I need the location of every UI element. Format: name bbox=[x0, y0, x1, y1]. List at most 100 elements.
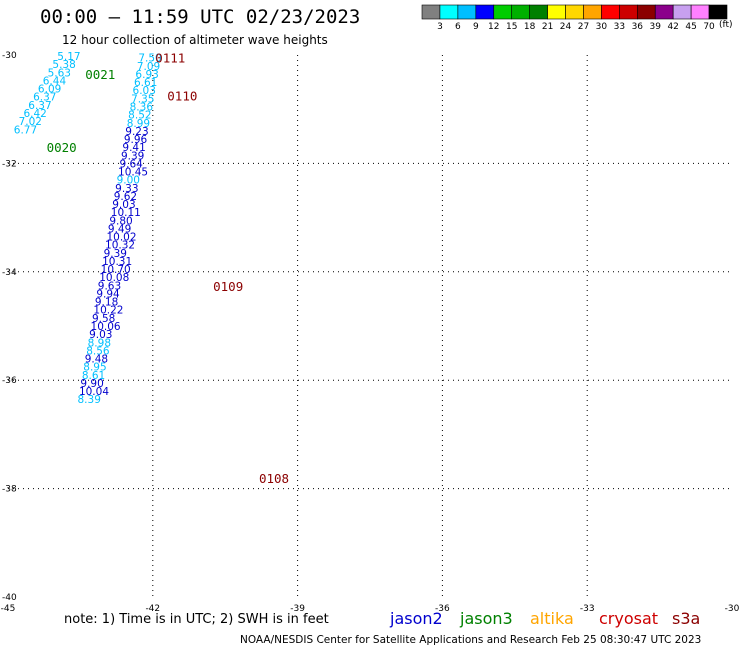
colorbar-swatch bbox=[619, 4, 638, 20]
colorbar-swatch bbox=[493, 4, 513, 20]
colorbar-swatch bbox=[583, 4, 602, 20]
swh-label: 6.03 bbox=[133, 85, 156, 97]
colorbar-label: 18 bbox=[524, 22, 536, 32]
swh-label: 5.63 bbox=[48, 67, 71, 79]
colorbar-swatch bbox=[457, 4, 477, 20]
swh-label: 7.50 bbox=[138, 53, 161, 65]
swh-label: 6.61 bbox=[134, 77, 157, 89]
swh-label: 8.99 bbox=[127, 118, 150, 130]
page-subtitle: 12 hour collection of altimeter wave hei… bbox=[62, 33, 328, 47]
colorbar-swatch bbox=[475, 4, 495, 20]
swh-label: 9.33 bbox=[115, 183, 138, 195]
swh-label: 9.63 bbox=[98, 280, 121, 292]
swh-label: 10.31 bbox=[102, 256, 132, 268]
swh-label: 6.77 bbox=[14, 124, 37, 136]
swh-label: 9.49 bbox=[108, 223, 131, 235]
swh-label: 6.42 bbox=[23, 108, 46, 120]
x-tick-label: -39 bbox=[290, 604, 305, 614]
swh-label: 9.90 bbox=[80, 378, 103, 390]
legend-s3a: s3a bbox=[672, 609, 701, 628]
colorbar-swatch bbox=[636, 4, 656, 20]
colorbar-label: 24 bbox=[560, 22, 572, 32]
swh-label: 5.38 bbox=[52, 59, 75, 71]
x-tick-label: -45 bbox=[1, 604, 16, 614]
swh-label: 9.39 bbox=[121, 150, 144, 162]
colorbar-swatch bbox=[547, 4, 566, 20]
swh-label: 10.45 bbox=[118, 167, 148, 179]
swh-label: 10.08 bbox=[99, 272, 129, 284]
colorbar-swatch bbox=[439, 4, 459, 20]
swh-label: 7.35 bbox=[131, 93, 154, 105]
swh-label: 9.48 bbox=[85, 354, 108, 366]
colorbar-label: 36 bbox=[632, 22, 644, 32]
footer-credit: NOAA/NESDIS Center for Satellite Applica… bbox=[240, 634, 702, 646]
y-tick-label: -32 bbox=[2, 159, 17, 169]
x-tick-label: -30 bbox=[725, 604, 740, 614]
pass-time-label: 0020 bbox=[47, 140, 77, 155]
colorbar-swatch bbox=[654, 4, 674, 20]
colorbar-unit: (ft) bbox=[719, 20, 733, 30]
page-title: 00:00 — 11:59 UTC 02/23/2023 bbox=[40, 6, 361, 28]
x-tick-label: -36 bbox=[435, 604, 450, 614]
swh-label: 6.37 bbox=[28, 100, 51, 112]
swh-label: 10.02 bbox=[106, 232, 136, 244]
swh-label: 8.52 bbox=[128, 110, 151, 122]
colorbar-label: 27 bbox=[578, 22, 589, 32]
swh-label: 9.58 bbox=[92, 313, 115, 325]
colorbar-swatch bbox=[672, 4, 692, 20]
swh-label: 6.09 bbox=[38, 84, 61, 96]
swh-label: 8.98 bbox=[88, 337, 111, 349]
swh-label: 8.36 bbox=[130, 101, 154, 113]
y-tick-label: -30 bbox=[2, 51, 17, 61]
swh-label: 10.32 bbox=[105, 240, 135, 252]
swh-label: 9.64 bbox=[119, 158, 143, 170]
pass-time-label: 0021 bbox=[85, 67, 115, 82]
swh-label: 9.23 bbox=[125, 126, 148, 138]
swh-label: 10.04 bbox=[79, 386, 109, 398]
swh-label: 9.18 bbox=[95, 297, 118, 309]
swh-label: 7.09 bbox=[137, 61, 160, 73]
colorbar-swatch bbox=[708, 4, 728, 20]
colorbar-label: 3 bbox=[437, 22, 443, 32]
legend-cryosat: cryosat bbox=[599, 609, 659, 628]
colorbar-label: 12 bbox=[488, 22, 499, 32]
swh-label: 8.61 bbox=[82, 370, 105, 382]
pass-time-label: 0111 bbox=[155, 51, 185, 66]
colorbar-label: 70 bbox=[703, 22, 715, 32]
swh-label: 10.22 bbox=[93, 305, 123, 317]
colorbar-label: 30 bbox=[596, 22, 608, 32]
swh-label: 6.44 bbox=[43, 75, 67, 87]
y-tick-label: -40 bbox=[2, 593, 17, 603]
pass-time-label: 0109 bbox=[213, 279, 243, 294]
x-tick-label: -42 bbox=[145, 604, 160, 614]
colorbar-swatch bbox=[529, 4, 548, 20]
swh-label: 10.11 bbox=[111, 207, 141, 219]
swh-label: 8.39 bbox=[78, 394, 101, 406]
colorbar-label: 33 bbox=[614, 22, 625, 32]
legend-altika: altika bbox=[530, 609, 574, 628]
colorbar-swatch bbox=[690, 4, 710, 20]
swh-label: 9.41 bbox=[122, 142, 145, 154]
pass-time-label: 0110 bbox=[167, 89, 197, 104]
colorbar-label: 45 bbox=[685, 22, 696, 32]
colorbar-swatch bbox=[511, 4, 530, 20]
colorbar-label: 6 bbox=[455, 22, 461, 32]
swh-label: 9.94 bbox=[96, 288, 120, 300]
swh-label: 9.03 bbox=[89, 329, 112, 341]
y-tick-label: -34 bbox=[2, 268, 17, 278]
colorbar-swatch bbox=[421, 4, 441, 20]
swh-label: 7.02 bbox=[19, 116, 42, 128]
colorbar-label: 9 bbox=[473, 22, 479, 32]
y-tick-label: -38 bbox=[2, 485, 17, 495]
x-tick-label: -33 bbox=[580, 604, 595, 614]
swh-label: 9.39 bbox=[104, 248, 127, 260]
swh-label: 9.62 bbox=[114, 191, 137, 203]
colorbar-label: 42 bbox=[667, 22, 678, 32]
swh-label: 9.80 bbox=[109, 215, 132, 227]
swh-label: 9.03 bbox=[112, 199, 135, 211]
swh-label: 8.95 bbox=[83, 362, 106, 374]
colorbar-label: 39 bbox=[650, 22, 662, 32]
colorbar-label: 15 bbox=[506, 22, 517, 32]
legend-jason2: jason2 bbox=[390, 609, 443, 628]
swh-label: 6.93 bbox=[135, 69, 158, 81]
